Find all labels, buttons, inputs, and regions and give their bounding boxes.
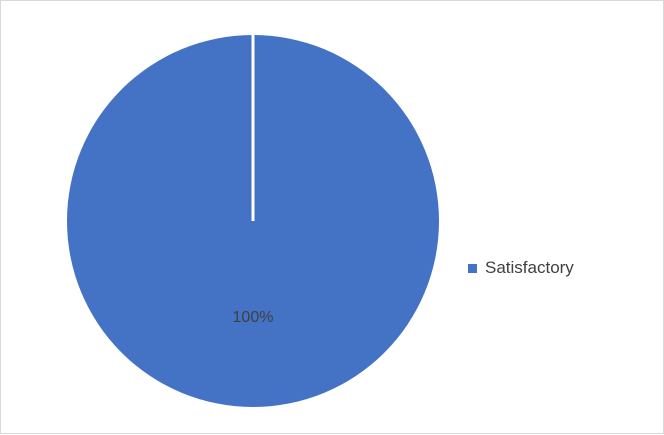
legend-swatch-satisfactory	[468, 263, 477, 273]
legend: Satisfactory	[468, 258, 574, 278]
data-label-satisfactory: 100%	[233, 309, 274, 326]
legend-label-satisfactory: Satisfactory	[485, 258, 574, 277]
